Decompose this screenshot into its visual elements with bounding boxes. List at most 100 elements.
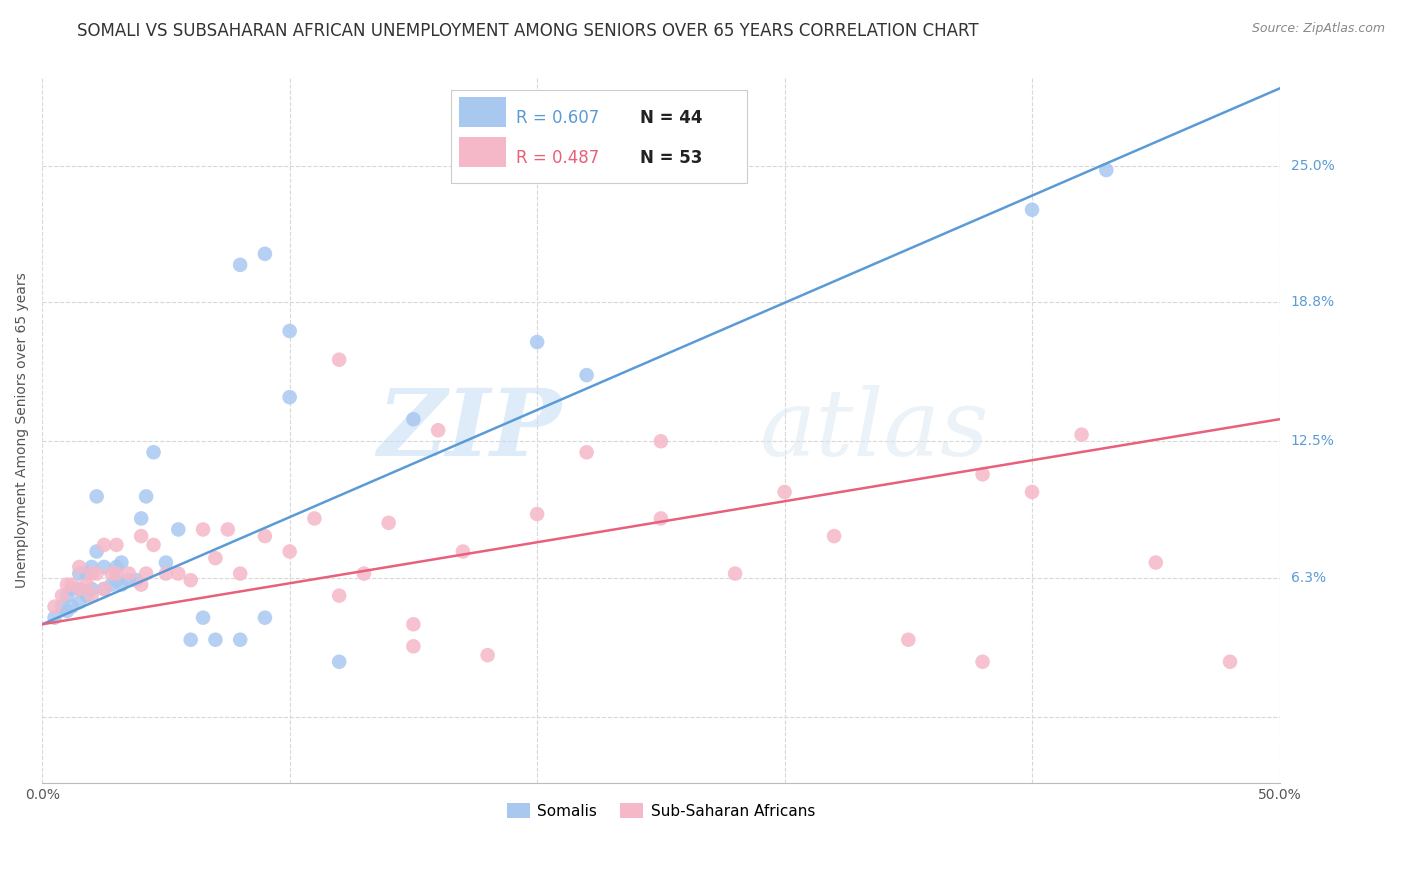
Point [253, 529, 276, 543]
Point [1219, 655, 1241, 669]
Point [229, 566, 252, 581]
Point [204, 551, 226, 566]
Point [773, 485, 796, 500]
Point [80, 589, 103, 603]
Point [1095, 163, 1118, 178]
Point [67, 582, 90, 596]
Text: R = 0.607: R = 0.607 [516, 109, 599, 128]
Point [328, 589, 350, 603]
Point [86, 544, 108, 558]
Point [477, 648, 499, 662]
Point [253, 247, 276, 261]
Point [60, 577, 83, 591]
Point [67, 566, 90, 581]
Point [118, 573, 141, 587]
Point [67, 595, 90, 609]
Text: atlas: atlas [759, 385, 990, 475]
Y-axis label: Unemployment Among Seniors over 65 years: Unemployment Among Seniors over 65 years [15, 272, 30, 588]
Point [1021, 485, 1043, 500]
Point [377, 516, 399, 530]
Point [402, 412, 425, 426]
Point [56, 577, 79, 591]
Point [93, 560, 115, 574]
Point [56, 604, 79, 618]
Point [129, 529, 152, 543]
Point [142, 445, 165, 459]
FancyBboxPatch shape [460, 97, 506, 127]
Point [180, 573, 202, 587]
Text: R = 0.487: R = 0.487 [516, 150, 599, 168]
Point [1021, 202, 1043, 217]
Text: 18.8%: 18.8% [1291, 295, 1334, 310]
Point [51, 589, 73, 603]
Point [650, 511, 672, 525]
Text: Source: ZipAtlas.com: Source: ZipAtlas.com [1251, 22, 1385, 36]
Point [724, 566, 747, 581]
Point [105, 573, 128, 587]
Text: 25.0%: 25.0% [1291, 159, 1334, 173]
Point [93, 582, 115, 596]
Point [51, 599, 73, 614]
Point [80, 560, 103, 574]
Point [451, 544, 474, 558]
Point [1070, 427, 1092, 442]
Point [575, 368, 598, 383]
Point [526, 334, 548, 349]
Point [155, 556, 177, 570]
Point [304, 511, 326, 525]
Point [823, 529, 845, 543]
Point [142, 538, 165, 552]
Point [105, 560, 128, 574]
Point [93, 582, 115, 596]
Point [402, 617, 425, 632]
Point [110, 577, 132, 591]
Point [278, 324, 301, 338]
Point [353, 566, 375, 581]
Point [93, 538, 115, 552]
Point [167, 523, 190, 537]
Point [217, 523, 239, 537]
Point [125, 573, 148, 587]
Point [100, 577, 122, 591]
FancyBboxPatch shape [460, 137, 506, 167]
Point [76, 589, 98, 603]
Point [67, 582, 90, 596]
Point [1144, 556, 1167, 570]
Point [100, 566, 122, 581]
Point [118, 566, 141, 581]
Point [155, 566, 177, 581]
Point [972, 467, 994, 482]
Point [972, 655, 994, 669]
Point [60, 599, 83, 614]
Point [80, 566, 103, 581]
Point [135, 566, 157, 581]
Point [76, 566, 98, 581]
Text: ZIP: ZIP [378, 385, 562, 475]
Point [105, 566, 128, 581]
Point [86, 489, 108, 503]
Point [110, 556, 132, 570]
Text: N = 53: N = 53 [640, 150, 702, 168]
Point [60, 582, 83, 596]
Point [67, 560, 90, 574]
Point [135, 489, 157, 503]
FancyBboxPatch shape [450, 90, 748, 183]
Point [44, 610, 66, 624]
Point [86, 566, 108, 581]
Point [278, 544, 301, 558]
Point [129, 577, 152, 591]
Point [80, 582, 103, 596]
Point [526, 507, 548, 521]
Point [167, 566, 190, 581]
Point [204, 632, 226, 647]
Point [229, 258, 252, 272]
Point [105, 538, 128, 552]
Point [253, 610, 276, 624]
Point [328, 352, 350, 367]
Point [229, 632, 252, 647]
Point [44, 599, 66, 614]
Point [897, 632, 920, 647]
Point [76, 577, 98, 591]
Point [180, 632, 202, 647]
Point [328, 655, 350, 669]
